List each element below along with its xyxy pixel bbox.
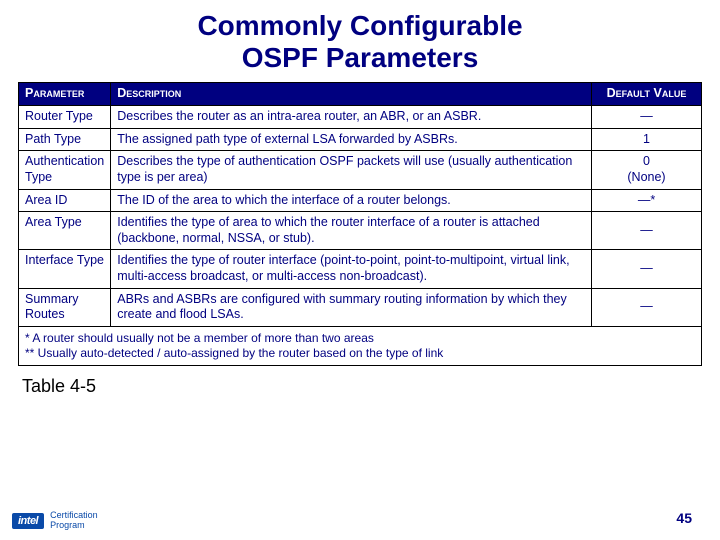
col-header-description: Description: [111, 83, 592, 106]
table-row: Summary RoutesABRs and ASBRs are configu…: [19, 288, 702, 326]
page-title: Commonly Configurable OSPF Parameters: [0, 0, 720, 82]
intel-logo: intel: [12, 513, 44, 529]
cell-description: The ID of the area to which the interfac…: [111, 189, 592, 212]
table-row: Area TypeIdentifies the type of area to …: [19, 212, 702, 250]
cell-description: Describes the type of authentication OSP…: [111, 151, 592, 189]
cell-default: —*: [592, 189, 702, 212]
table-row: Area IDThe ID of the area to which the i…: [19, 189, 702, 212]
footnote-2: ** Usually auto-detected / auto-assigned…: [25, 346, 443, 360]
cell-parameter: Area ID: [19, 189, 111, 212]
title-line-1: Commonly Configurable: [197, 10, 522, 41]
table-row: Interface TypeIdentifies the type of rou…: [19, 250, 702, 288]
cell-parameter: Summary Routes: [19, 288, 111, 326]
ospf-parameters-table-wrap: Parameter Description Default Value Rout…: [18, 82, 702, 366]
footer-logo: intel Certification Program: [12, 511, 98, 530]
ospf-parameters-table: Parameter Description Default Value Rout…: [18, 82, 702, 366]
table-header-row: Parameter Description Default Value: [19, 83, 702, 106]
cell-description: ABRs and ASBRs are configured with summa…: [111, 288, 592, 326]
cell-default: —: [592, 212, 702, 250]
title-line-2: OSPF Parameters: [242, 42, 479, 73]
cell-parameter: Router Type: [19, 106, 111, 129]
cell-default: 0(None): [592, 151, 702, 189]
cell-parameter: Authentication Type: [19, 151, 111, 189]
cell-description: Describes the router as an intra-area ro…: [111, 106, 592, 129]
table-caption: Table 4-5: [22, 376, 720, 397]
cell-default: —: [592, 250, 702, 288]
cell-default: —: [592, 106, 702, 129]
col-header-parameter: Parameter: [19, 83, 111, 106]
cell-description: Identifies the type of router interface …: [111, 250, 592, 288]
footnote-1: * A router should usually not be a membe…: [25, 331, 374, 345]
cell-default: —: [592, 288, 702, 326]
table-footnotes: * A router should usually not be a membe…: [19, 326, 702, 365]
cell-parameter: Area Type: [19, 212, 111, 250]
cell-default: 1: [592, 128, 702, 151]
col-header-default: Default Value: [592, 83, 702, 106]
cell-parameter: Interface Type: [19, 250, 111, 288]
table-row: Path TypeThe assigned path type of exter…: [19, 128, 702, 151]
table-row: Authentication TypeDescribes the type of…: [19, 151, 702, 189]
table-footnote-row: * A router should usually not be a membe…: [19, 326, 702, 365]
cell-description: Identifies the type of area to which the…: [111, 212, 592, 250]
table-row: Router TypeDescribes the router as an in…: [19, 106, 702, 129]
page-number: 45: [676, 510, 692, 526]
cell-parameter: Path Type: [19, 128, 111, 151]
certification-program-text: Certification Program: [50, 511, 98, 530]
cell-description: The assigned path type of external LSA f…: [111, 128, 592, 151]
